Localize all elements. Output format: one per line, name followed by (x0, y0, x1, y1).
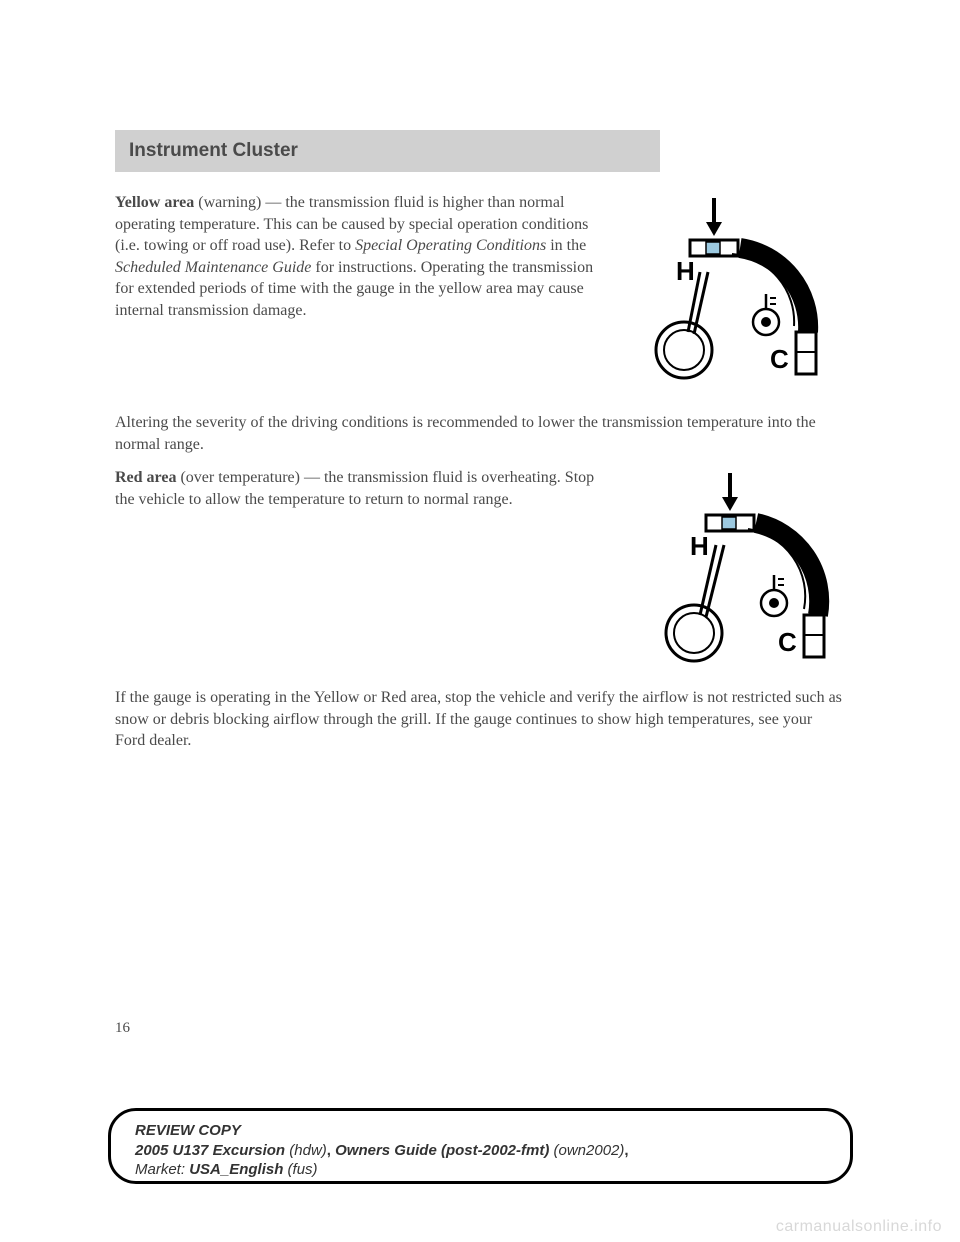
footer-hdw: (hdw) (285, 1142, 327, 1159)
red-area-text: Red area (over temperature) — the transm… (115, 467, 610, 510)
section-title: Instrument Cluster (129, 140, 298, 161)
page-number: 16 (115, 1020, 130, 1037)
svg-text:C: C (778, 627, 797, 657)
footer-c2: , (624, 1142, 628, 1159)
yellow-area-row: Yellow area (warning) — the transmission… (115, 192, 845, 402)
gauge-red-svg: H C (618, 467, 838, 677)
yellow-label: Yellow area (115, 194, 194, 211)
if-gauge-para: If the gauge is operating in the Yellow … (115, 687, 845, 752)
red-area-row: Red area (over temperature) — the transm… (115, 467, 845, 677)
yellow-ref1: Special Operating Conditions (355, 237, 546, 254)
altering-para: Altering the severity of the driving con… (115, 412, 845, 455)
yellow-area-text: Yellow area (warning) — the transmission… (115, 192, 610, 322)
footer-guide: Owners Guide (post-2002-fmt) (335, 1142, 549, 1159)
yellow-state: (warning) — the (194, 194, 305, 211)
gauge-yellow: H C (610, 192, 845, 402)
gauge-yellow-svg: H C (618, 192, 838, 402)
yellow-mid: in the (546, 237, 586, 254)
yellow-ref2: Scheduled Maintenance Guide (115, 259, 311, 276)
gauge-h-label: H (676, 256, 695, 286)
svg-text:H: H (690, 531, 709, 561)
footer-own: (own2002) (549, 1142, 624, 1159)
gauge-red: H C (610, 467, 845, 677)
footer-market: Market: (135, 1161, 189, 1178)
section-header: Instrument Cluster (115, 130, 660, 172)
red-label: Red area (115, 469, 176, 486)
watermark: carmanualsonline.info (776, 1218, 942, 1236)
footer-review: REVIEW COPY (135, 1122, 241, 1139)
footer-c1: , (327, 1142, 335, 1159)
red-state: (over temperature) — (176, 469, 319, 486)
gauge-c-label: C (770, 344, 789, 374)
footer-box: REVIEW COPY 2005 U137 Excursion (hdw), O… (108, 1108, 853, 1184)
footer-lang: USA_English (189, 1161, 283, 1178)
footer-fus: (fus) (283, 1161, 317, 1178)
footer-model: 2005 U137 Excursion (135, 1142, 285, 1159)
